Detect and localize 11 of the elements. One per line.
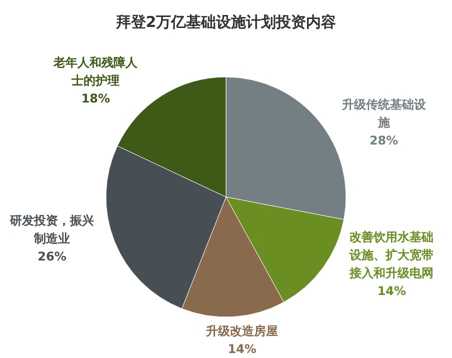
- data-label: 26%: [38, 250, 66, 264]
- slice-label: 升级传统基础设施: [340, 98, 427, 130]
- slice-label: 研发投资，振兴制造业: [9, 214, 94, 246]
- data-label: 14%: [377, 284, 406, 298]
- data-label: 14%: [228, 342, 256, 356]
- data-label: 28%: [369, 134, 398, 148]
- slice-label: 升级改造房屋: [205, 324, 278, 338]
- data-label: 18%: [81, 92, 110, 106]
- slice-label: 改善饮用水基础设施、扩大宽带接入和升级电网: [348, 230, 434, 280]
- chart-title: 拜登2万亿基础设施计划投资内容: [114, 12, 336, 31]
- slice-label: 老年人和残障人士的护理: [52, 56, 139, 88]
